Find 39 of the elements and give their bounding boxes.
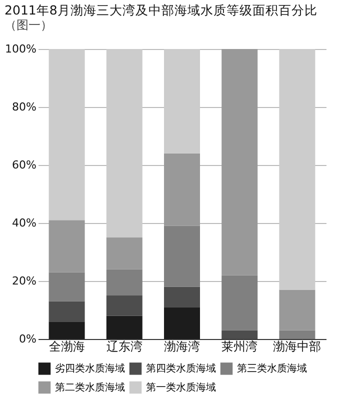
x-tick-label: 辽东湾 [106, 340, 142, 354]
bar [222, 49, 258, 276]
y-tick-label: 100% [5, 42, 36, 56]
bar [106, 296, 142, 316]
bar [48, 220, 85, 272]
bar [48, 272, 85, 302]
bar [222, 330, 258, 339]
bar [106, 316, 142, 339]
bar [164, 226, 200, 287]
bar [106, 269, 142, 296]
bar [48, 301, 85, 322]
bar [106, 49, 142, 238]
bar [106, 238, 142, 270]
legend-label: 第四类水质海域 [146, 362, 216, 375]
chart-subtitle: （图一） [4, 18, 53, 32]
legend-label: 第一类水质海域 [146, 382, 216, 394]
x-tick-label: 莱州湾 [222, 340, 258, 354]
y-tick-label: 20% [12, 274, 36, 288]
bar [164, 153, 200, 226]
x-tick-label: 全渤海 [48, 340, 85, 354]
bar [164, 286, 200, 308]
y-tick-label: 0% [19, 332, 36, 346]
chart-title: 2011年8月渤海三大湾及中部海域水质等级面积百分比 [4, 2, 318, 18]
x-tick-label: 渤海中部 [273, 340, 322, 354]
y-tick-label: 40% [12, 216, 36, 230]
bar [279, 330, 316, 339]
bar [222, 275, 258, 330]
x-tick-label: 渤海湾 [164, 340, 200, 354]
bar [279, 290, 316, 330]
bar [279, 49, 316, 290]
y-tick-label: 80% [12, 100, 36, 114]
y-tick-label: 60% [12, 158, 36, 172]
bar [164, 49, 200, 154]
bar [164, 307, 200, 339]
legend-label: 第二类水质海域 [55, 382, 125, 394]
legend-label: 第三类水质海域 [237, 362, 307, 375]
bar [48, 49, 85, 220]
bar [48, 322, 85, 339]
legend-label: 劣四类水质海域 [55, 362, 125, 375]
